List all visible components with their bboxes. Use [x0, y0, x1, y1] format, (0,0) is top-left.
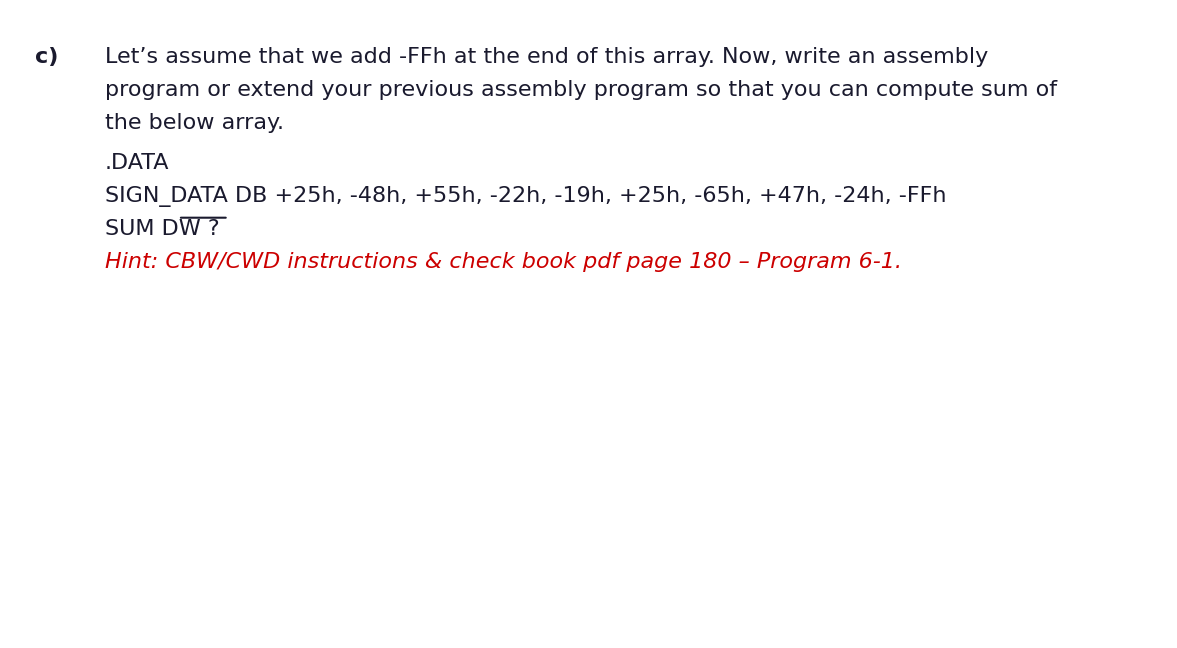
Text: .DATA: .DATA — [105, 153, 169, 173]
Text: c): c) — [35, 47, 59, 67]
Text: Let’s assume that we add -FFh at the end of this array. Now, write an assembly: Let’s assume that we add -FFh at the end… — [105, 47, 989, 67]
Text: program or extend your previous assembly program so that you can compute sum of: program or extend your previous assembly… — [105, 80, 1057, 100]
Text: SIGN_DATA DB +25h, -48h, +55h, -22h, -19h, +25h, -65h, +47h, -24h, -FFh: SIGN_DATA DB +25h, -48h, +55h, -22h, -19… — [105, 186, 946, 207]
Text: SUM DW: SUM DW — [105, 219, 201, 239]
Text: SUM DW ?: SUM DW ? — [105, 219, 220, 239]
Text: Hint: CBW/CWD instructions & check book pdf page 180 – Program 6-1.: Hint: CBW/CWD instructions & check book … — [105, 252, 902, 272]
Text: SUM: SUM — [105, 219, 161, 239]
Text: the below array.: the below array. — [105, 113, 284, 133]
